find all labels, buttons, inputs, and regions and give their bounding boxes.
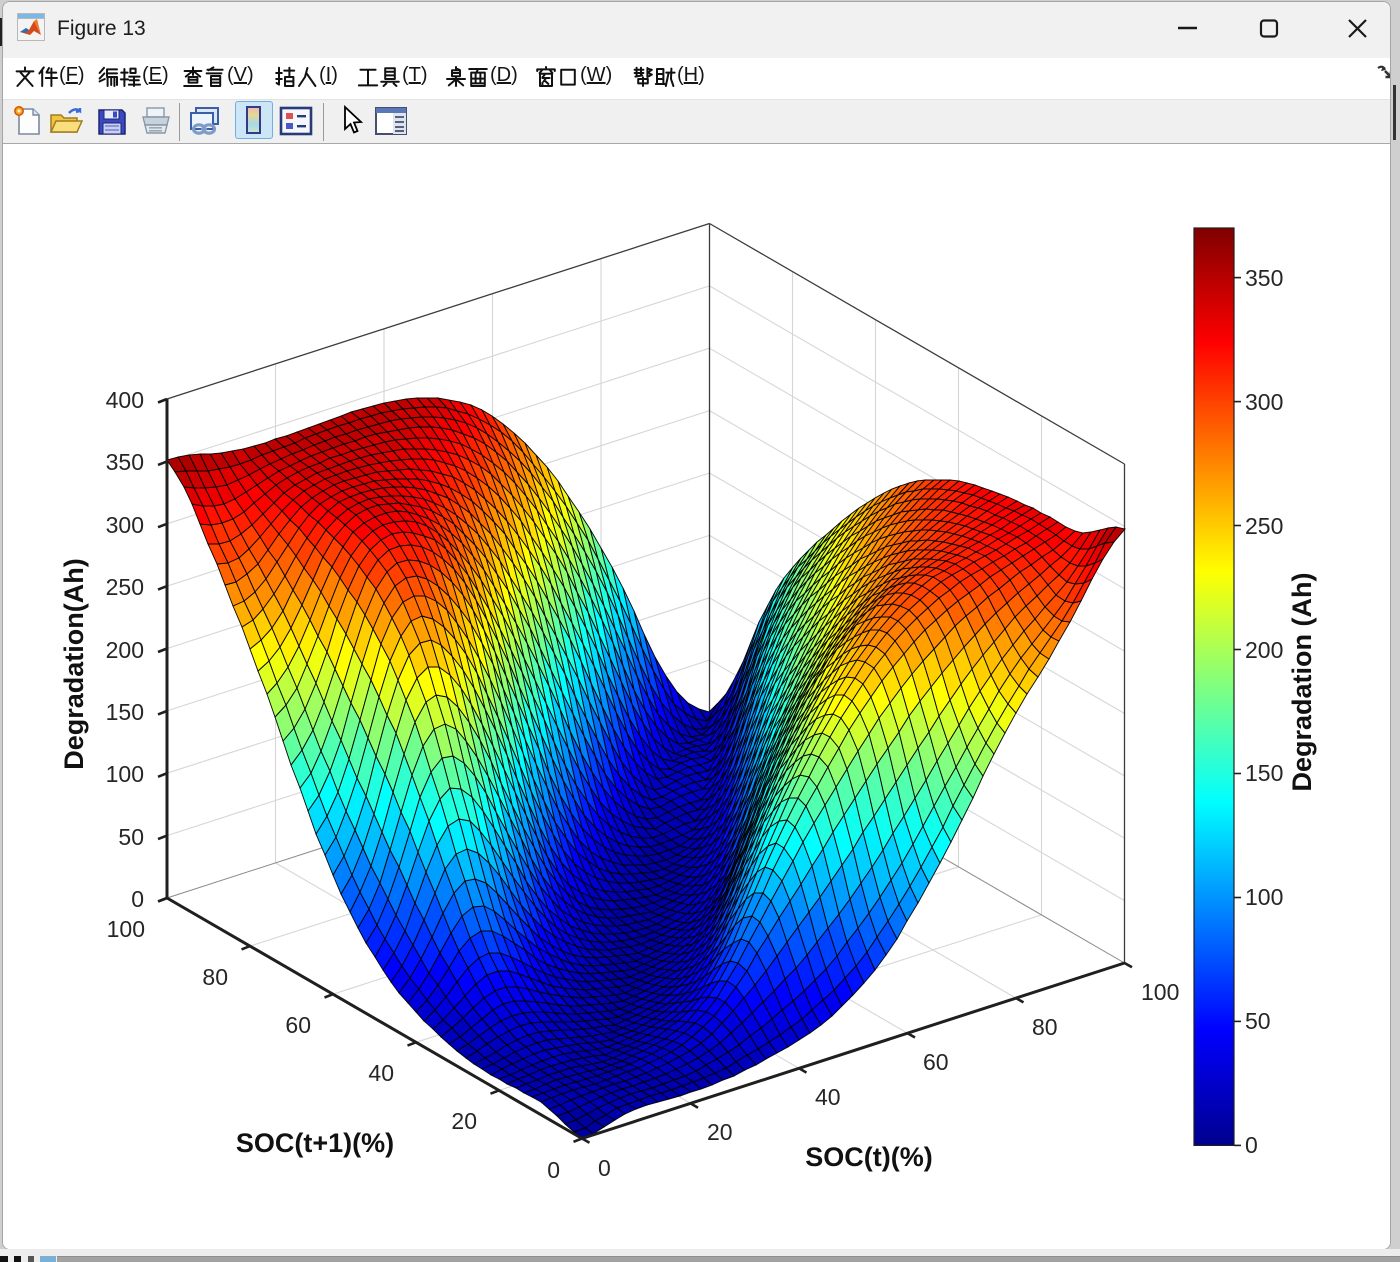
svg-text:SOC(t+1)(%): SOC(t+1)(%) (236, 1128, 394, 1158)
svg-text:60: 60 (923, 1049, 949, 1075)
svg-text:100: 100 (107, 916, 145, 942)
svg-text:0: 0 (547, 1157, 560, 1183)
svg-text:Degradation(Ah): Degradation(Ah) (59, 558, 89, 770)
svg-text:40: 40 (368, 1060, 394, 1086)
svg-text:350: 350 (1245, 265, 1283, 291)
svg-text:200: 200 (106, 637, 144, 663)
svg-text:350: 350 (106, 449, 144, 475)
svg-text:Degradation (Ah): Degradation (Ah) (1287, 573, 1317, 792)
svg-text:150: 150 (1245, 760, 1283, 786)
svg-text:50: 50 (1245, 1008, 1271, 1034)
svg-text:0: 0 (1245, 1132, 1258, 1158)
svg-text:60: 60 (285, 1012, 311, 1038)
svg-text:300: 300 (1245, 389, 1283, 415)
svg-text:50: 50 (118, 824, 144, 850)
svg-text:200: 200 (1245, 637, 1283, 663)
svg-text:SOC(t)(%): SOC(t)(%) (805, 1142, 932, 1172)
svg-text:100: 100 (1141, 979, 1179, 1005)
svg-text:20: 20 (451, 1108, 477, 1134)
svg-text:0: 0 (598, 1155, 611, 1181)
svg-text:100: 100 (1245, 884, 1283, 910)
svg-text:0: 0 (131, 886, 144, 912)
svg-text:80: 80 (1032, 1014, 1058, 1040)
svg-text:20: 20 (707, 1119, 733, 1145)
svg-text:80: 80 (202, 964, 228, 990)
svg-text:250: 250 (1245, 513, 1283, 539)
svg-text:250: 250 (106, 574, 144, 600)
svg-text:150: 150 (106, 699, 144, 725)
svg-text:400: 400 (106, 387, 144, 413)
svg-text:40: 40 (815, 1084, 841, 1110)
svg-text:300: 300 (106, 512, 144, 538)
svg-text:100: 100 (106, 761, 144, 787)
